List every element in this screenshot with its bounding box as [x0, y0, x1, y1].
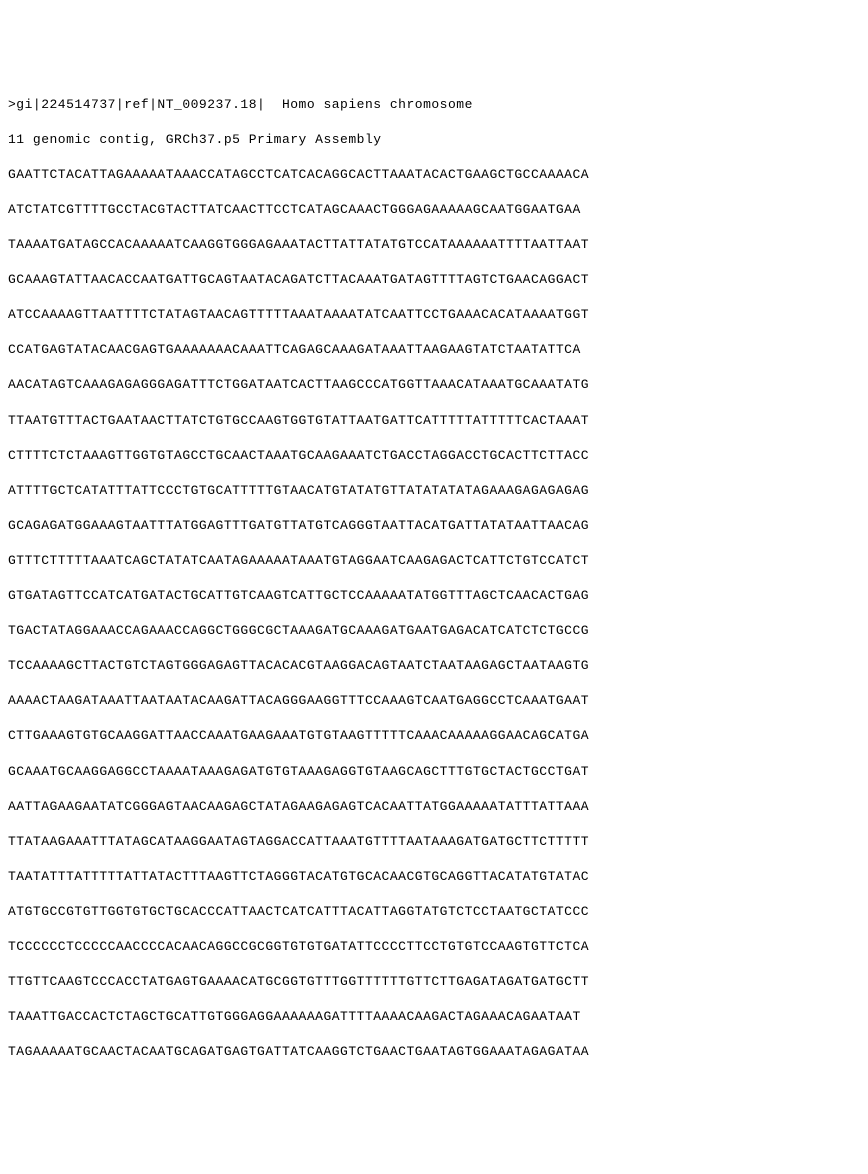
fasta-header-line-1: >gi|224514737|ref|NT_009237.18| Homo sap… — [8, 96, 860, 114]
sequence-line: TGACTATAGGAAACCAGAAACCAGGCTGGGCGCTAAAGAT… — [8, 622, 860, 640]
sequence-line: TAGAAAAATGCAACTACAATGCAGATGAGTGATTATCAAG… — [8, 1043, 860, 1061]
sequence-line: TAAAATGATAGCCACAAAAATCAAGGTGGGAGAAATACTT… — [8, 236, 860, 254]
sequence-line: GCAAAGTATTAACACCAATGATTGCAGTAATACAGATCTT… — [8, 271, 860, 289]
sequence-line: GTTTCTTTTTAAATCAGCTATATCAATAGAAAAATAAATG… — [8, 552, 860, 570]
sequence-line: GAATTCTACATTAGAAAAATAAACCATAGCCTCATCACAG… — [8, 166, 860, 184]
sequence-line: ATTTTGCTCATATTTATTCCCTGTGCATTTTTGTAACATG… — [8, 482, 860, 500]
sequence-line: TTGTTCAAGTCCCACCTATGAGTGAAAACATGCGGTGTTT… — [8, 973, 860, 991]
sequence-line: TCCCCCCTCCCCCAACCCCACAACAGGCCGCGGTGTGTGA… — [8, 938, 860, 956]
sequence-line: CCATGAGTATACAACGAGTGAAAAAAACAAATTCAGAGCA… — [8, 341, 860, 359]
sequence-line: AATTAGAAGAATATCGGGAGTAACAAGAGCTATAGAAGAG… — [8, 798, 860, 816]
sequence-line: TAATATTTATTTTTATTATACTTTAAGTTCTAGGGTACAT… — [8, 868, 860, 886]
sequence-line: TAAATTGACCACTCTAGCTGCATTGTGGGAGGAAAAAAGA… — [8, 1008, 860, 1026]
fasta-container: >gi|224514737|ref|NT_009237.18| Homo sap… — [8, 78, 860, 1078]
sequence-line: AACATAGTCAAAGAGAGGGAGATTTCTGGATAATCACTTA… — [8, 376, 860, 394]
sequence-line: AAAACTAAGATAAATTAATAATACAAGATTACAGGGAAGG… — [8, 692, 860, 710]
sequence-line: GTGATAGTTCCATCATGATACTGCATTGTCAAGTCATTGC… — [8, 587, 860, 605]
sequence-line: TTAATGTTTACTGAATAACTTATCTGTGCCAAGTGGTGTA… — [8, 412, 860, 430]
sequence-line: GCAAATGCAAGGAGGCCTAAAATAAAGAGATGTGTAAAGA… — [8, 763, 860, 781]
sequence-line: CTTTTCTCTAAAGTTGGTGTAGCCTGCAACTAAATGCAAG… — [8, 447, 860, 465]
sequence-line: ATCCAAAAGTTAATTTTCTATAGTAACAGTTTTTAAATAA… — [8, 306, 860, 324]
sequence-line: ATCTATCGTTTTGCCTACGTACTTATCAACTTCCTCATAG… — [8, 201, 860, 219]
sequence-line: CTTGAAAGTGTGCAAGGATTAACCAAATGAAGAAATGTGT… — [8, 727, 860, 745]
sequence-line: TCCAAAAGCTTACTGTCTAGTGGGAGAGTTACACACGTAA… — [8, 657, 860, 675]
sequence-line: TTATAAGAAATTTATAGCATAAGGAATAGTAGGACCATTA… — [8, 833, 860, 851]
sequence-line: ATGTGCCGTGTTGGTGTGCTGCACCCATTAACTCATCATT… — [8, 903, 860, 921]
sequence-line: GCAGAGATGGAAAGTAATTTATGGAGTTTGATGTTATGTC… — [8, 517, 860, 535]
fasta-header-line-2: 11 genomic contig, GRCh37.p5 Primary Ass… — [8, 131, 860, 149]
